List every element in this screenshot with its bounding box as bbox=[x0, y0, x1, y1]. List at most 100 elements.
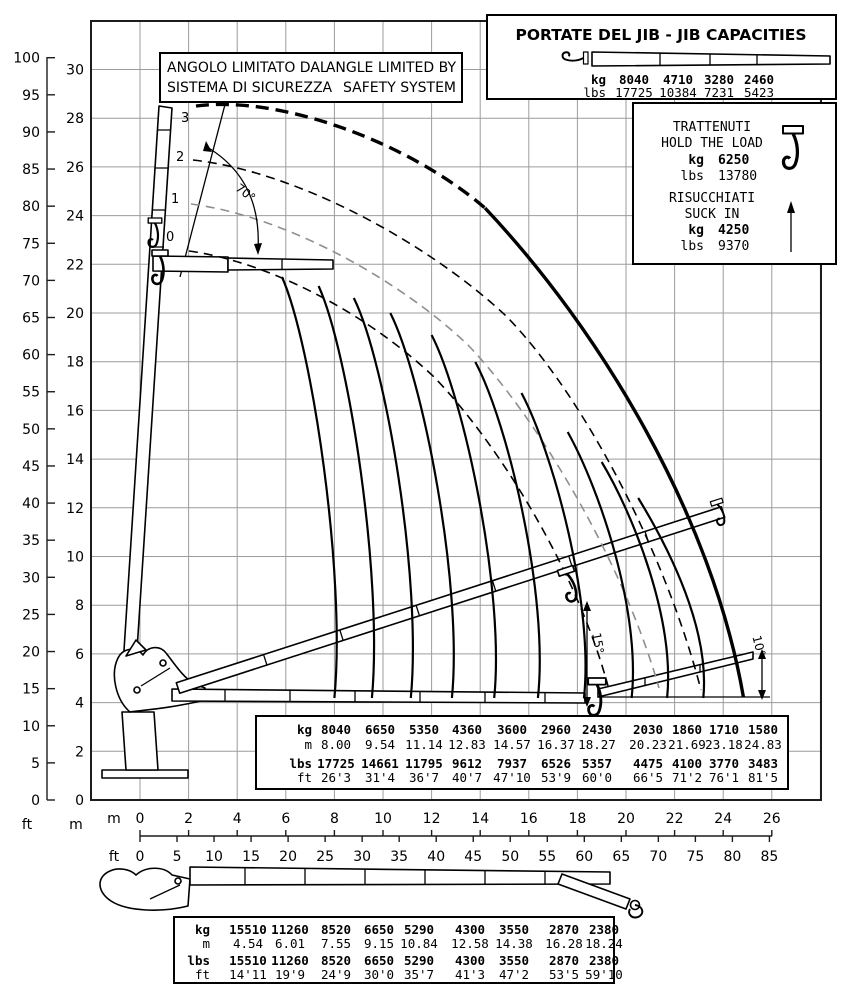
bottom-m-label: 8 bbox=[330, 811, 339, 827]
table-row-label: m bbox=[202, 936, 210, 951]
table-cell: 19'9 bbox=[275, 967, 305, 982]
bottom-ft-label: 45 bbox=[464, 849, 482, 865]
bottom-ft-label: 20 bbox=[279, 849, 297, 865]
left-m-label: 12 bbox=[66, 501, 84, 517]
max-boundary-solid bbox=[483, 206, 746, 698]
bottom-ft-label: 5 bbox=[173, 849, 182, 865]
angle-limited-box: ANGOLO LIMITATO DAL SISTEMA DI SICUREZZA… bbox=[159, 52, 463, 103]
angle-box-line2-en: SAFETY SYSTEM bbox=[343, 80, 456, 96]
bottom-m-label: 26 bbox=[763, 811, 781, 827]
max-boundary-dashed bbox=[195, 102, 487, 210]
table-cell: 11795 bbox=[405, 756, 443, 771]
left-m-label: 30 bbox=[66, 63, 84, 79]
left-ft-label: 0 bbox=[31, 793, 40, 809]
hold-lbs-label: lbs bbox=[681, 169, 704, 184]
bottom-ft-label: 55 bbox=[538, 849, 556, 865]
bottom-m-label: 22 bbox=[666, 811, 684, 827]
table-cell: 8520 bbox=[321, 922, 351, 937]
left-axis-m-unit: m bbox=[69, 817, 83, 833]
table-cell: 14'11 bbox=[229, 967, 267, 982]
table-cell: 5290 bbox=[404, 922, 434, 937]
table-cell: 81'5 bbox=[748, 770, 778, 785]
table-cell: 17725 bbox=[317, 756, 355, 771]
left-ft-label: 85 bbox=[22, 162, 40, 178]
table-row-label: m bbox=[304, 737, 312, 752]
boom-capacity-table-values: kg 15510 11260 8520 6650 5290 4300 3550 2870 2380… bbox=[187, 922, 622, 982]
table-cell: 4300 bbox=[455, 922, 485, 937]
bottom-m-label: 0 bbox=[136, 811, 145, 827]
table-cell: 2380 bbox=[589, 953, 619, 968]
table-cell: 5423 bbox=[744, 85, 774, 100]
table-cell: 60'0 bbox=[582, 770, 612, 785]
left-m-label: 4 bbox=[75, 696, 84, 712]
table-cell: 47'2 bbox=[499, 967, 529, 982]
stage-label: 2 bbox=[176, 150, 184, 165]
table-cell: 14.57 bbox=[493, 737, 531, 752]
table-cell: 6650 bbox=[365, 722, 395, 737]
inclined-boom-15deg bbox=[175, 506, 726, 694]
left-ft-label: 75 bbox=[22, 236, 40, 252]
jib-capacity-values: kg 8040 4710 3280 2460 lbs 17725 10384 7231 5423 bbox=[583, 72, 774, 100]
table-row-label: kg bbox=[195, 922, 210, 937]
bottom-ft-label: 70 bbox=[649, 849, 667, 865]
left-ft-label: 25 bbox=[22, 607, 40, 623]
bottom-ft-label: 15 bbox=[242, 849, 260, 865]
left-m-label: 14 bbox=[66, 452, 84, 468]
left-m-label: 2 bbox=[75, 744, 84, 760]
left-m-label: 26 bbox=[66, 160, 84, 176]
load-curve bbox=[317, 285, 376, 699]
bottom-ft-label: 85 bbox=[761, 849, 779, 865]
angle-15-label: 15° bbox=[589, 632, 606, 655]
table-cell: 16.37 bbox=[537, 737, 575, 752]
table-cell: 16.28 bbox=[545, 936, 583, 951]
suck-line1: RISUCCHIATI bbox=[669, 191, 755, 206]
bottom-m-label: 12 bbox=[423, 811, 441, 827]
table-cell: 23.18 bbox=[705, 737, 743, 752]
table-cell: 41'3 bbox=[455, 967, 485, 982]
bottom-m-label: 14 bbox=[471, 811, 489, 827]
jib-capacity-table-values: kg 8040 6650 5350 4360 3600 2960 2430 2030 1860 17… bbox=[289, 722, 781, 785]
jib-capacities-box: PORTATE DEL JIB - JIB CAPACITIES kg 8040 4… bbox=[486, 14, 837, 100]
table-cell: 10384 bbox=[659, 85, 697, 100]
table-cell: 35'7 bbox=[404, 967, 434, 982]
table-cell: 8040 bbox=[321, 722, 351, 737]
table-cell: 20.23 bbox=[629, 737, 667, 752]
table-cell: 15510 bbox=[229, 922, 267, 937]
jib-box-title: PORTATE DEL JIB - JIB CAPACITIES bbox=[515, 26, 806, 44]
table-cell: 3770 bbox=[709, 756, 739, 771]
hold-lbs-value: 13780 bbox=[718, 169, 757, 184]
angle-box-line1-en: ANGLE LIMITED BY bbox=[326, 60, 457, 76]
stage-label: 1 bbox=[171, 192, 179, 207]
table-row-label: kg bbox=[591, 72, 606, 87]
left-ft-label: 30 bbox=[22, 570, 40, 586]
table-cell: 12.58 bbox=[451, 936, 489, 951]
boom-capacity-table: kg 15510 11260 8520 6650 5290 4300 3550 2870 2380… bbox=[173, 916, 623, 984]
load-curve bbox=[280, 276, 338, 699]
left-m-label: 22 bbox=[66, 257, 84, 273]
suck-lbs-label: lbs bbox=[681, 239, 704, 254]
table-cell: 76'1 bbox=[709, 770, 739, 785]
load-curve bbox=[566, 431, 635, 699]
bottom-ft-label: 80 bbox=[723, 849, 741, 865]
suck-kg-value: 4250 bbox=[718, 223, 749, 238]
stage-numbers: 3 2 1 0 bbox=[166, 111, 189, 245]
table-cell: 3483 bbox=[748, 756, 778, 771]
left-m-label: 0 bbox=[75, 793, 84, 809]
left-ft-label: 100 bbox=[13, 51, 40, 67]
suck-lbs-value: 9370 bbox=[718, 239, 749, 254]
table-cell: 8520 bbox=[321, 953, 351, 968]
table-cell: 7937 bbox=[497, 756, 527, 771]
angle-box-line1-it: ANGOLO LIMITATO DAL bbox=[167, 60, 328, 76]
table-cell: 10.84 bbox=[400, 936, 438, 951]
bottom-ft-label: 10 bbox=[205, 849, 223, 865]
table-cell: 6526 bbox=[541, 756, 571, 771]
table-cell: 1710 bbox=[709, 722, 739, 737]
table-cell: 31'4 bbox=[365, 770, 395, 785]
table-cell: 14.38 bbox=[495, 936, 533, 951]
angle-box-line2-it: SISTEMA DI SICUREZZA bbox=[167, 80, 333, 96]
left-m-label: 8 bbox=[75, 598, 84, 614]
bottom-ft-label: 50 bbox=[501, 849, 519, 865]
table-cell: 5357 bbox=[582, 756, 612, 771]
